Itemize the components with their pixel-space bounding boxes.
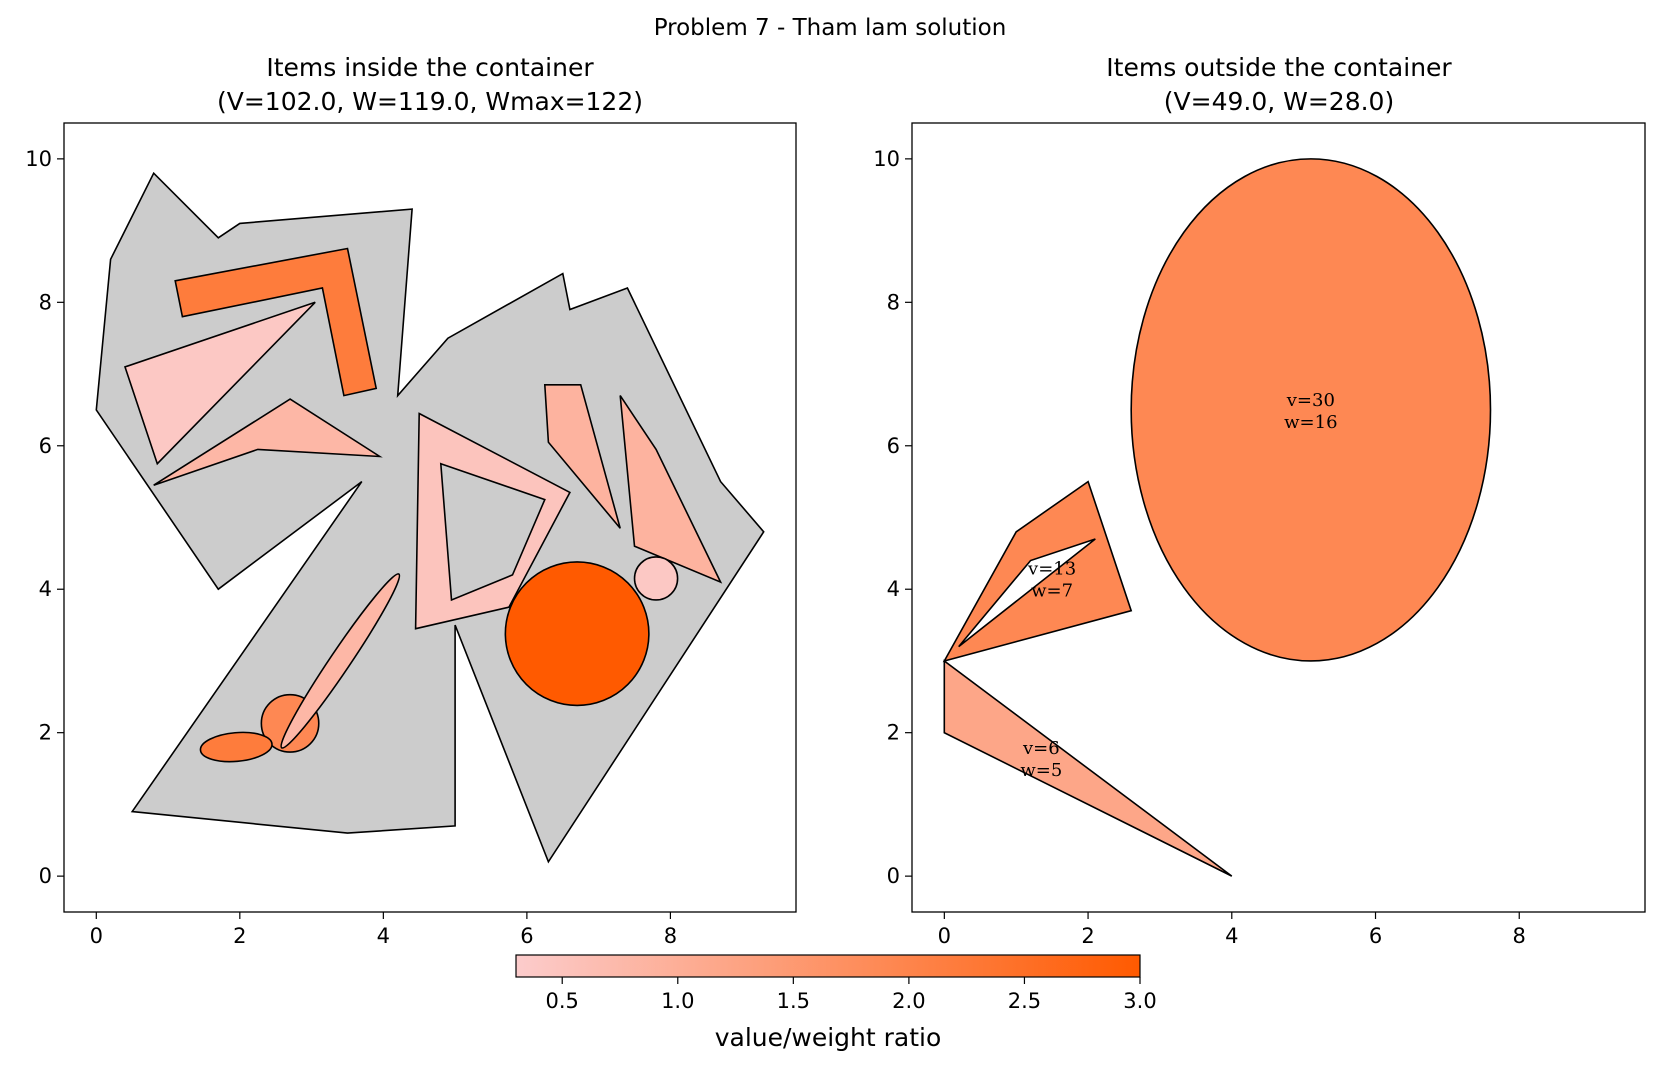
colorbar-tick-label: 0.5 <box>546 989 579 1013</box>
right-ytick-label: 6 <box>887 434 900 458</box>
left-xtick-label: 2 <box>233 924 246 948</box>
right-item-3-value-label: v=6 <box>1022 738 1060 759</box>
right-item-3 <box>943 659 1233 877</box>
left-item-11 <box>199 731 273 763</box>
left-ytick-label: 6 <box>39 434 52 458</box>
left-item-5 <box>543 383 621 529</box>
right-item-1 <box>1130 158 1492 662</box>
right-axes-frame <box>911 122 1646 913</box>
right-xtick-label: 6 <box>1369 924 1382 948</box>
colorbar-tick-label: 1.0 <box>661 989 694 1013</box>
left-ytick-label: 8 <box>39 290 52 314</box>
left-ytick-label: 4 <box>39 577 52 601</box>
right-xtick-label: 8 <box>1513 924 1526 948</box>
left-item-7 <box>504 561 650 707</box>
colorbar-label: value/weight ratio <box>715 1023 942 1052</box>
left-item-8 <box>633 556 679 601</box>
right-ytick-label: 4 <box>887 577 900 601</box>
left-hole-1 <box>439 462 546 602</box>
colorbar-tick-label: 3.0 <box>1123 989 1156 1013</box>
left-item-3 <box>153 398 383 486</box>
left-axes: 0 2 4 6 8 0 2 4 6 8 10 <box>25 122 797 948</box>
left-item-10 <box>280 573 401 749</box>
left-xtick-label: 8 <box>664 924 677 948</box>
left-xtick-label: 6 <box>520 924 533 948</box>
colorbar-tick-label: 2.5 <box>1008 989 1041 1013</box>
left-title-line2: (V=102.0, W=119.0, Wmax=122) <box>217 87 643 116</box>
left-title-line1: Items inside the container <box>266 53 594 82</box>
left-xtick-label: 4 <box>377 924 390 948</box>
left-axes-frame <box>63 122 797 913</box>
figure-suptitle: Problem 7 - Tham lam solution <box>654 15 1007 41</box>
left-ytick-label: 10 <box>25 147 52 171</box>
right-xtick-label: 4 <box>1225 924 1238 948</box>
left-ytick-label: 2 <box>39 721 52 745</box>
right-item-1-value-label: v=30 <box>1286 390 1335 411</box>
right-ytick-label: 8 <box>887 290 900 314</box>
right-item-2-hole <box>958 538 1096 648</box>
colorbar-tick-label: 2.0 <box>892 989 925 1013</box>
colorbar-ticks: 0.5 1.0 1.5 2.0 2.5 3.0 <box>546 977 1157 1013</box>
colorbar-tick-label: 1.5 <box>777 989 810 1013</box>
right-xtick-label: 0 <box>938 924 951 948</box>
right-ytick-label: 0 <box>887 864 900 888</box>
right-title-line1: Items outside the container <box>1106 53 1452 82</box>
right-title-line2: (V=49.0, W=28.0) <box>1164 87 1394 116</box>
left-item-1 <box>174 247 378 397</box>
left-ytick-label: 0 <box>39 864 52 888</box>
colorbar <box>515 954 1141 978</box>
right-ytick-label: 10 <box>873 147 900 171</box>
right-item-3-weight-label: w=5 <box>1020 760 1062 781</box>
left-item-6 <box>619 395 723 584</box>
right-item-2-value-label: v=13 <box>1027 558 1076 579</box>
right-item-1-weight-label: w=16 <box>1284 412 1337 433</box>
left-item-2 <box>123 301 316 466</box>
left-xtick-label: 0 <box>90 924 103 948</box>
right-item-2-weight-label: w=7 <box>1031 580 1073 601</box>
right-ytick-label: 2 <box>887 721 900 745</box>
right-axes: v=30w=16 v=13w=7 v=6w=5 0 2 4 6 8 0 2 4 6 8 10 <box>873 122 1646 948</box>
right-xtick-label: 2 <box>1081 924 1094 948</box>
